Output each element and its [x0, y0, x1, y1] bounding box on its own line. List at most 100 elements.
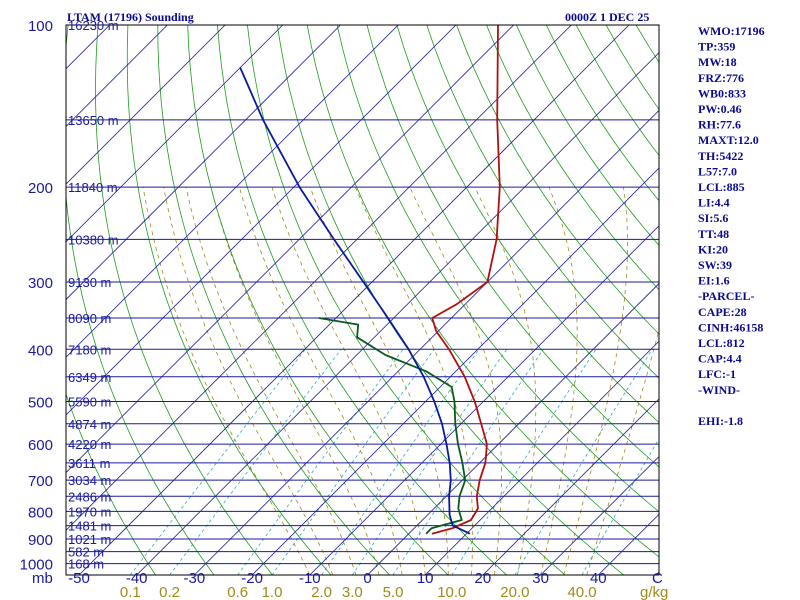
moist-adiabat-line [409, 186, 502, 575]
temperature-axis: -50 -40 -30 -20 -10 0 10 20 30 40 [68, 570, 606, 587]
parcel-trace [239, 67, 471, 535]
mixing-ratio-tick-label: 20.0 [500, 584, 529, 600]
mixing-ratio-tick-label: 0.6 [227, 584, 248, 600]
dry-adiabat-line [157, 25, 390, 575]
mixing-ratio-line [321, 349, 480, 575]
moist-adiabats [142, 186, 659, 575]
dewpoint-trace [318, 317, 467, 535]
index-entry: PW:0.46 [698, 102, 742, 116]
index-entry: CAPE:28 [698, 305, 747, 319]
moist-adiabat-line [163, 187, 334, 575]
moist-adiabat-line [210, 186, 380, 575]
index-entry: SI:5.6 [698, 211, 728, 225]
isotherm-line [66, 25, 226, 185]
height-label: 582 m [68, 545, 104, 560]
height-label: 3034 m [68, 473, 111, 488]
temperature-tick-label: 40 [590, 570, 607, 587]
moist-adiabat-line [474, 186, 537, 575]
isotherm-line [78, 25, 630, 575]
isotherm-line [66, 25, 514, 474]
mixing-ratio-line [237, 349, 404, 575]
isotherm-line [66, 25, 341, 301]
index-entry: -PARCEL- [698, 289, 754, 303]
height-labels: 16230 m 13650 m 11840 m 10380 m 9130 m 8090 m… [68, 18, 119, 572]
mixing-ratio-line [451, 349, 597, 575]
mixing-ratio-tick-label: 5.0 [383, 584, 404, 600]
dry-adiabat-line [95, 25, 273, 575]
index-entry: EI:1.6 [698, 274, 730, 288]
dry-adiabat-line [126, 25, 332, 575]
pressure-tick-label: 400 [28, 342, 53, 359]
mixing-ratio-tick-label: 2.0 [311, 584, 332, 600]
pressure-tick-label: 300 [28, 275, 53, 292]
index-entry: FRZ:776 [698, 71, 744, 85]
index-entry: RH:77.6 [698, 118, 741, 132]
dry-adiabat-line [66, 25, 215, 575]
height-label: 1481 m [68, 519, 111, 534]
mixing-ratio-line [129, 349, 306, 575]
dry-adiabat-line [785, 25, 800, 575]
mixing-ratio-line [271, 349, 435, 575]
height-label: 4874 m [68, 417, 111, 432]
index-entry: CAP:4.4 [698, 352, 742, 366]
temperature-unit-label: C [652, 570, 663, 587]
pressure-tick-label: 800 [28, 504, 53, 521]
height-label: 16230 m [68, 18, 119, 33]
mixing-ratio-axis: 0.1 0.2 0.6 1.0 2.0 3.0 5.0 10.0 20.0 40.0 [120, 584, 597, 600]
moist-adiabat-line [271, 186, 426, 575]
index-entry: WB0:833 [698, 86, 746, 100]
temperature-tick-label: -50 [68, 570, 90, 587]
pressure-tick-label: 900 [28, 532, 53, 549]
moist-adiabat-line [563, 187, 629, 575]
mixing-ratio-unit-label: g/kg [640, 584, 668, 600]
dry-adiabat-line [247, 25, 566, 575]
dry-adiabat-line [756, 25, 800, 575]
dry-adiabats [66, 25, 800, 575]
height-label: 168 m [68, 557, 104, 572]
index-entry: LCL:885 [698, 180, 745, 194]
dry-adiabat-line [217, 25, 507, 575]
index-entry: CINH:46158 [698, 320, 763, 334]
pressure-axis-label: mb [32, 570, 53, 587]
height-label: 2486 m [68, 489, 111, 504]
height-label: 10380 m [68, 232, 119, 247]
pressure-axis: 100 200 300 400 500 600 700 800 900 1000 [20, 18, 53, 574]
index-entry: TT:48 [698, 227, 729, 241]
moist-adiabat-line [586, 328, 659, 575]
index-entry: TP:359 [698, 40, 735, 54]
isotherm-line [251, 167, 659, 575]
index-entry: KI:20 [698, 242, 728, 256]
pressure-tick-label: 100 [28, 18, 53, 35]
dry-adiabat-line [486, 25, 659, 291]
isotherm-line [367, 282, 659, 575]
moist-adiabat-line [540, 186, 578, 575]
height-label: 5590 m [68, 395, 111, 410]
height-label: 6349 m [68, 370, 111, 385]
dry-adiabat-line [276, 25, 624, 575]
dry-adiabat-line [306, 25, 659, 558]
pressure-tick-label: 200 [28, 180, 53, 197]
index-entry: SW:39 [698, 258, 732, 272]
height-label: 3611 m [68, 456, 110, 471]
mixing-ratio-tick-label: 3.0 [342, 584, 363, 600]
temperature-tick-label: 20 [475, 570, 492, 587]
height-label: 7180 m [68, 342, 111, 357]
isotherm-line [66, 25, 572, 531]
dry-adiabat-line [575, 25, 659, 157]
index-entry: L57:7.0 [698, 164, 737, 178]
pressure-tick-label: 700 [28, 473, 53, 490]
chart-title: LTAM (17196) Sounding [67, 10, 194, 24]
plot-background-grid [66, 25, 800, 575]
index-entry: LI:4.4 [698, 196, 730, 210]
height-label: 11840 m [68, 180, 118, 195]
dry-adiabat-line [426, 25, 659, 379]
isotherm-line [66, 25, 399, 358]
temperature-tick-label: 10 [417, 570, 434, 587]
moist-adiabat-line [142, 187, 311, 575]
mixing-ratio-tick-label: 1.0 [262, 584, 283, 600]
isotherm-line [136, 52, 659, 575]
mixing-ratio-line [514, 349, 653, 575]
mixing-ratio-line [169, 349, 342, 575]
index-entry: WMO:17196 [698, 24, 765, 38]
